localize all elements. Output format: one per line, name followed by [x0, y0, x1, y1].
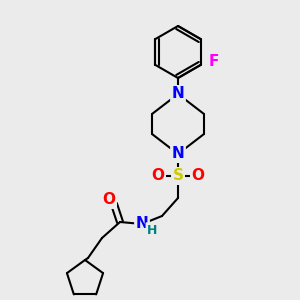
Text: O: O — [103, 193, 116, 208]
Text: N: N — [136, 217, 148, 232]
Text: H: H — [147, 224, 157, 236]
Text: O: O — [191, 169, 205, 184]
Text: N: N — [172, 146, 184, 161]
Text: F: F — [208, 53, 219, 68]
Text: O: O — [152, 169, 164, 184]
Text: N: N — [172, 86, 184, 101]
Text: S: S — [172, 169, 184, 184]
